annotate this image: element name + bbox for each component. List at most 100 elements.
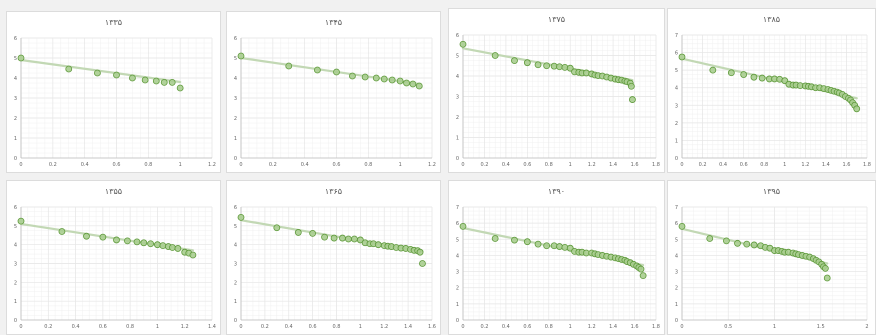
x-tick-label: 1.6 (631, 162, 639, 168)
y-tick-label: 1 (456, 136, 459, 142)
data-point (176, 84, 184, 92)
chart-title: ۱۳۸۵ (763, 15, 780, 24)
data-point (459, 222, 467, 230)
y-tick-label: 0 (675, 318, 678, 324)
trend-line (19, 58, 182, 84)
x-tick-label: 1.4 (822, 162, 830, 168)
data-point (416, 248, 424, 256)
y-tick-label: 6 (456, 33, 459, 39)
chart-title: ۱۳۹۰ (548, 187, 565, 196)
y-tick-label: 6 (234, 205, 237, 211)
x-tick-label: 1 (569, 162, 572, 168)
y-tick-label: 6 (234, 36, 237, 42)
data-point (333, 68, 340, 76)
y-tick-label: 4 (14, 76, 17, 82)
y-tick-label: 3 (675, 103, 678, 109)
y-tick-label: 4 (456, 253, 459, 259)
x-tick-label: 1.8 (652, 324, 660, 330)
data-point (141, 76, 149, 84)
y-tick-label: 1 (234, 299, 237, 305)
data-point (388, 76, 396, 84)
x-tick-label: 0.6 (333, 162, 341, 168)
data-point (415, 82, 423, 90)
data-point (189, 251, 197, 259)
data-point (629, 96, 636, 103)
x-tick-label: 0.8 (545, 162, 553, 168)
x-tick-label: 1.2 (181, 324, 189, 330)
y-tick-label: 0 (456, 156, 459, 162)
data-point (17, 54, 25, 62)
x-tick-label: 0 (680, 162, 683, 168)
data-point (678, 222, 686, 230)
data-point (459, 40, 467, 48)
data-point (491, 235, 499, 242)
y-tick-label: 3 (14, 96, 17, 102)
x-tick-label: 0.2 (49, 162, 57, 168)
x-tick-label: 0.6 (309, 324, 317, 330)
y-tick-label: 4 (234, 243, 237, 249)
y-tick-label: 2 (675, 121, 678, 127)
y-tick-label: 0 (14, 318, 17, 324)
x-tick-label: 0 (19, 324, 22, 330)
data-point (124, 237, 131, 245)
data-point (396, 77, 404, 85)
data-point (273, 224, 281, 232)
x-tick-label: 1.4 (404, 324, 412, 330)
y-tick-label: 4 (675, 253, 678, 259)
chart-title: ۱۳۶۵ (325, 187, 342, 196)
y-tick-label: 0 (456, 318, 459, 324)
y-tick-label: 6 (14, 205, 17, 211)
chart-title: ۱۳۷۵ (548, 15, 565, 24)
data-point (534, 61, 542, 69)
data-point (330, 234, 338, 242)
x-tick-label: 0.8 (760, 162, 768, 168)
data-point (152, 77, 160, 85)
x-tick-label: 0.6 (523, 162, 531, 168)
data-point (853, 105, 861, 113)
data-point (678, 53, 686, 61)
x-tick-label: 1.4 (208, 324, 216, 330)
x-tick-label: 0.4 (502, 162, 510, 168)
y-tick-label: 3 (234, 262, 237, 268)
x-tick-label: 0.8 (545, 324, 553, 330)
data-point (419, 260, 426, 267)
y-tick-label: 1 (234, 136, 237, 142)
x-tick-label: 0.4 (502, 324, 510, 330)
data-point (361, 73, 369, 81)
x-tick-label: 1 (783, 162, 786, 168)
data-point (743, 240, 751, 248)
data-point (511, 57, 518, 65)
x-tick-label: 0.6 (113, 162, 121, 168)
chart-title: ۱۳۹۵ (763, 187, 780, 196)
data-point (159, 242, 167, 250)
y-tick-label: 5 (234, 224, 237, 230)
y-tick-label: 0 (675, 156, 678, 162)
data-point (750, 241, 758, 249)
x-tick-label: 0 (680, 324, 683, 330)
data-point (403, 79, 410, 87)
data-point (129, 74, 136, 82)
data-point (349, 72, 356, 80)
y-tick-label: 2 (234, 280, 237, 286)
y-tick-label: 1 (456, 302, 459, 308)
data-point (543, 242, 551, 250)
data-point (285, 62, 293, 70)
x-tick-label: 0.4 (72, 324, 80, 330)
x-tick-label: 1 (773, 324, 776, 330)
y-tick-label: 4 (234, 76, 237, 82)
x-tick-label: 1 (399, 162, 402, 168)
data-point (627, 82, 635, 90)
y-tick-label: 5 (456, 237, 459, 243)
data-point (65, 65, 73, 73)
y-tick-label: 7 (675, 205, 678, 211)
data-point (821, 264, 829, 272)
y-tick-label: 1 (675, 138, 678, 144)
data-point (113, 71, 120, 79)
data-point (511, 236, 518, 244)
chart-svg: ۱۳۶۵ 0 0.2 0.4 0.6 0.8 1 1.2 1.4 1.6 0 1 2 3 4 5 6 (234, 187, 436, 330)
x-tick-label: 0 (461, 324, 464, 330)
chart-svg: ۱۳۵۵ 0 0.2 0.4 0.6 0.8 1 1.2 1.4 0 1 2 3 4 5 6 (14, 187, 216, 330)
data-point (160, 79, 168, 86)
y-tick-label: 3 (456, 270, 459, 276)
x-tick-label: 1.4 (609, 324, 617, 330)
